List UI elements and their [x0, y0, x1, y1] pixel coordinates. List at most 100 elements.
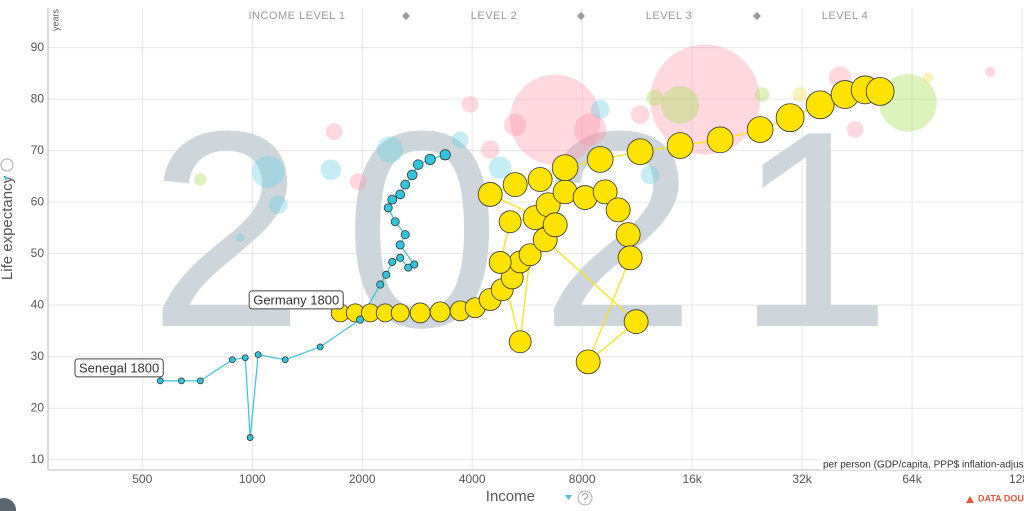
bubble [235, 233, 245, 243]
bubble [320, 159, 342, 180]
bubble [792, 87, 808, 102]
bubble [592, 179, 618, 205]
bubble [509, 74, 601, 165]
x-tick-label: 8000 [569, 472, 596, 486]
bubble [388, 257, 397, 266]
bubble [395, 240, 405, 250]
y-tick-label: 50 [31, 246, 45, 260]
bubble [630, 105, 650, 124]
bubble [477, 182, 503, 207]
bubble [316, 343, 324, 351]
bubble [325, 123, 343, 140]
bubble [508, 330, 532, 354]
bubble [542, 212, 568, 238]
menu-button[interactable] [0, 498, 16, 511]
bubble [590, 100, 610, 119]
x-tick-label: 16k [682, 472, 702, 486]
bubble [518, 243, 542, 267]
bubble [551, 154, 579, 181]
bubble [488, 156, 512, 179]
bubble [390, 303, 410, 323]
income-level: INCOME LEVEL 1 [248, 10, 345, 22]
bubble [754, 87, 770, 102]
bubble [439, 149, 451, 161]
bubble [268, 195, 288, 215]
bubble [615, 222, 641, 248]
bubble [775, 103, 805, 133]
bubble [746, 116, 774, 143]
bubble [382, 270, 391, 279]
note-background [820, 458, 1024, 470]
bubble [605, 197, 631, 223]
bubble [706, 126, 734, 154]
warning-link[interactable]: DATA DOUBTS [978, 493, 1024, 503]
bubble [400, 230, 410, 240]
grid: 500 1000 2000 4000 8000 16k 32k 64k 128k 10 20 30 40… [31, 8, 1024, 486]
bubble [865, 77, 895, 106]
bubble [383, 203, 393, 213]
y-axis-title[interactable]: Life expectancy [0, 175, 16, 280]
bubble [574, 113, 607, 146]
bubble [252, 155, 285, 188]
x-tick-label: 500 [132, 472, 152, 486]
bubble [429, 301, 451, 323]
help-icon[interactable] [577, 490, 593, 506]
bubble [502, 172, 528, 198]
dropdown-icon[interactable] [565, 495, 572, 500]
bubble [846, 121, 864, 138]
bubble [254, 351, 262, 359]
bubble [409, 302, 431, 324]
bubble [498, 210, 522, 234]
trail-label: Germany 1800 [253, 292, 339, 307]
income-level: LEVEL 2 [471, 10, 518, 22]
y-tick-label: 60 [31, 194, 45, 208]
y-tick-label: 40 [31, 297, 45, 311]
bubble [661, 85, 700, 124]
bubble [922, 72, 934, 83]
income-level: LEVEL 3 [646, 10, 693, 22]
bubble [461, 95, 479, 113]
level-separator [402, 12, 761, 20]
labels: Germany 1800 Senegal 1800 [74, 290, 344, 378]
bubble [390, 217, 400, 227]
warning-icon [966, 496, 974, 503]
y-unit: years [50, 9, 60, 32]
bubble [480, 140, 500, 159]
bubble [626, 138, 654, 166]
label-box [248, 290, 344, 310]
y-tick-label: 90 [31, 40, 45, 54]
x-axis-title[interactable]: Income [486, 488, 535, 505]
bubble [281, 356, 289, 364]
bubble [228, 356, 236, 364]
dropdown-icon[interactable] [3, 177, 9, 181]
bubble [586, 146, 614, 173]
x-tick-label: 128k [1009, 472, 1024, 486]
bubble [527, 167, 553, 192]
bubble [451, 131, 469, 149]
bubble [196, 377, 204, 385]
bubble [503, 113, 527, 137]
bubble [395, 189, 406, 200]
label-box [74, 358, 164, 378]
bubble [984, 66, 996, 78]
bubble [488, 251, 512, 274]
bubble [640, 165, 660, 185]
bubble [400, 179, 411, 190]
bubble [424, 153, 436, 165]
trail-label: Senegal 1800 [79, 360, 159, 375]
bubble [805, 90, 835, 120]
x-tick-label: 1000 [239, 472, 266, 486]
bubble [178, 377, 185, 385]
bubble [241, 354, 249, 362]
bubble [349, 173, 367, 190]
y-tick-label: 80 [31, 91, 45, 105]
y-tick-label: 20 [31, 400, 45, 414]
x-tick-label: 64k [902, 472, 922, 486]
bubble [387, 194, 398, 205]
bubble [575, 349, 601, 375]
y-tick-label: 70 [31, 143, 45, 157]
help-icon[interactable] [0, 158, 14, 172]
bubble [194, 173, 207, 186]
income-level: LEVEL 4 [822, 10, 869, 22]
